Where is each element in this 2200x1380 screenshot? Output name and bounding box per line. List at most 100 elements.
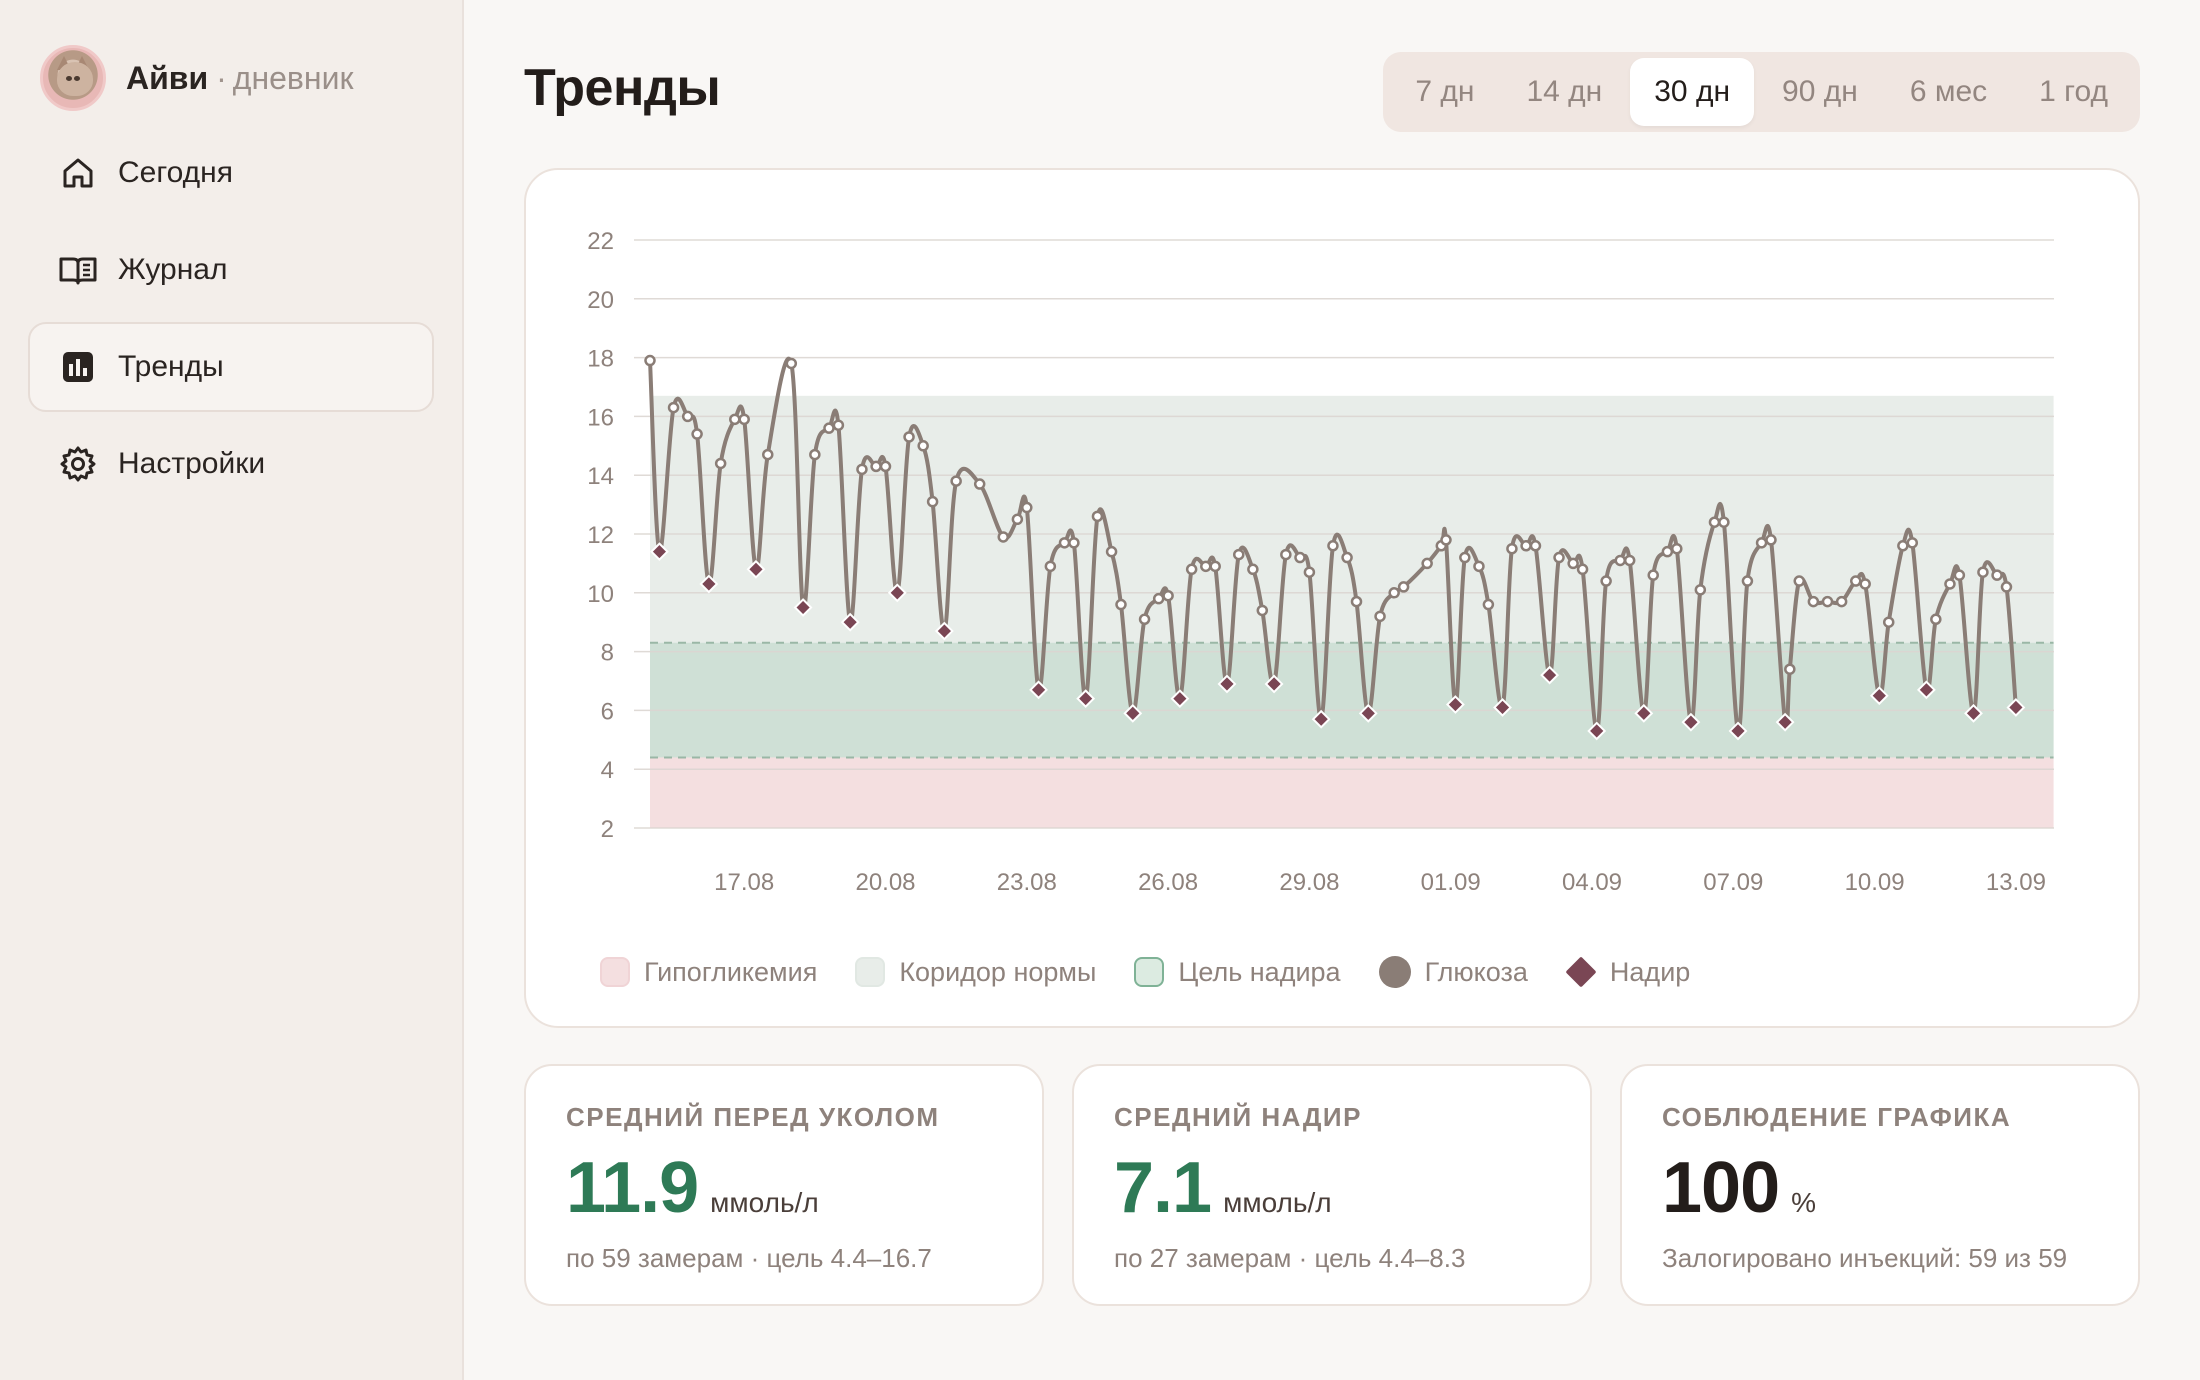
glucose-point — [1953, 569, 1966, 581]
glucose-point — [1138, 613, 1151, 626]
glucose-point — [950, 475, 962, 487]
y-tick-label: 6 — [601, 698, 614, 725]
range-option-6m[interactable]: 6 мес — [1909, 75, 1988, 108]
nadir-marker — [1964, 703, 1983, 723]
stat-unit: ммоль/л — [1223, 1187, 1332, 1218]
x-tick-label: 29.08 — [1279, 869, 1339, 896]
glucose-point — [823, 422, 835, 434]
glucose-point — [1152, 592, 1165, 605]
nadir-marker — [1076, 689, 1096, 709]
glucose-point — [681, 410, 694, 423]
glucose-point — [1280, 548, 1292, 561]
x-tick-label: 01.09 — [1421, 869, 1481, 896]
glucose-point — [1567, 557, 1579, 570]
glucose-point — [1897, 540, 1909, 552]
legend-swatch-nadir — [1565, 956, 1597, 988]
sidebar: Айви · дневник Сегодня Журнал Т — [0, 0, 464, 1380]
sidebar-item-label: Сегодня — [118, 156, 233, 189]
range-option-7d[interactable]: 7 дн — [1415, 75, 1475, 108]
avatar-eye-right — [74, 76, 80, 81]
stat-value-row: 7.1 ммоль/л — [1114, 1147, 1590, 1229]
stat-value-row: 11.9 ммоль/л — [566, 1147, 1042, 1229]
glucose-point — [714, 457, 727, 470]
x-tick-label: 13.09 — [1986, 869, 2046, 896]
glucose-point — [785, 357, 798, 370]
sidebar-item-journal[interactable]: Журнал — [28, 225, 434, 315]
glucose-point — [1374, 610, 1386, 623]
glucose-point — [1576, 563, 1589, 576]
glucose-point — [1623, 554, 1636, 567]
glucose-point — [729, 413, 741, 426]
glucose-point — [1850, 575, 1862, 587]
y-tick-label: 22 — [587, 228, 614, 255]
glucose-point — [1209, 560, 1221, 573]
stat-value: 100 — [1662, 1148, 1780, 1228]
sidebar-item-label: Журнал — [118, 253, 228, 286]
legend-label: Цель надира — [1178, 956, 1341, 987]
sidebar-item-label: Настройки — [118, 447, 266, 480]
glucose-point — [1200, 560, 1212, 573]
nadir-marker — [1123, 703, 1143, 723]
avatar[interactable] — [40, 45, 106, 111]
glucose-point — [1058, 537, 1071, 549]
legend-item-nadir: Надир — [1565, 956, 1691, 988]
glucose-point — [832, 419, 845, 431]
glucose-point — [2000, 581, 2013, 593]
glucose-chart[interactable]: 2 4 6 8 10 12 14 16 18 20 22 17.08 20.08 23.08 26.08 29… — [526, 170, 2142, 930]
glucose-point — [879, 460, 892, 473]
sidebar-item-settings[interactable]: Настройки — [28, 419, 434, 509]
range-option-1y[interactable]: 1 год — [2039, 75, 2108, 108]
glucose-point — [1529, 540, 1542, 552]
glucose-point — [1294, 551, 1306, 564]
nadir-marker — [1170, 689, 1190, 709]
glucose-point — [1835, 595, 1848, 608]
y-tick-label: 2 — [601, 816, 614, 843]
nadir-marker — [1493, 698, 1512, 717]
nadir-marker — [1358, 703, 1378, 723]
sidebar-item-trends[interactable]: Тренды — [28, 322, 434, 412]
x-tick-label: 17.08 — [714, 869, 774, 896]
glucose-point — [1021, 501, 1033, 514]
glucose-point — [691, 428, 703, 440]
glucose-point — [1944, 578, 1956, 590]
brand-name: Айви — [126, 59, 209, 96]
glucose-point — [1247, 563, 1259, 576]
glucose-point — [1614, 554, 1627, 567]
main-content: Тренды 7 дн 14 дн 30 дн 90 дн 6 мес 1 го… — [464, 0, 2200, 1380]
glucose-point — [1793, 575, 1805, 587]
glucose-point — [973, 478, 986, 490]
glucose-point — [1506, 542, 1518, 555]
stat-unit: % — [1791, 1187, 1817, 1218]
legend-swatch-glucose — [1378, 956, 1411, 988]
y-tick-label: 8 — [601, 640, 614, 667]
sidebar-item-today[interactable]: Сегодня — [28, 128, 434, 218]
legend-label: Гипогликемия — [644, 956, 818, 987]
glucose-point — [1694, 584, 1707, 596]
nadir-marker — [934, 621, 954, 641]
x-tick-label: 10.09 — [1845, 869, 1905, 896]
legend-label: Надир — [1609, 956, 1691, 987]
glucose-point — [870, 460, 882, 473]
nadir-marker — [1634, 703, 1654, 723]
glucose-point — [1977, 566, 1989, 578]
x-tick-label: 20.08 — [855, 869, 915, 896]
nadir-marker — [1540, 665, 1560, 685]
stat-label: СОБЛЮДЕНИЕ ГРАФИКА — [1662, 1102, 2012, 1132]
stat-card-nadir: СРЕДНИЙ НАДИР 7.1 ммоль/л по 27 замерам … — [1072, 1064, 1592, 1306]
glucose-point — [738, 413, 750, 426]
glucose-point — [1661, 545, 1674, 558]
glucose-point — [1718, 516, 1730, 528]
glucose-point — [1350, 595, 1363, 608]
glucose-point — [1600, 575, 1612, 587]
glucose-point — [1303, 566, 1316, 578]
range-option-14d[interactable]: 14 дн — [1526, 75, 1603, 108]
legend-item-hypo: Гипогликемия — [600, 957, 817, 988]
range-option-30d[interactable]: 30 дн — [1630, 58, 1755, 126]
range-option-90d[interactable]: 90 дн — [1782, 75, 1858, 108]
nadir-marker — [1217, 674, 1237, 694]
glucose-point — [1784, 663, 1796, 675]
glucose-point — [1807, 595, 1820, 608]
glucose-point — [1671, 542, 1683, 555]
stat-note: по 59 замерам · цель 4.4–16.7 — [566, 1243, 932, 1273]
